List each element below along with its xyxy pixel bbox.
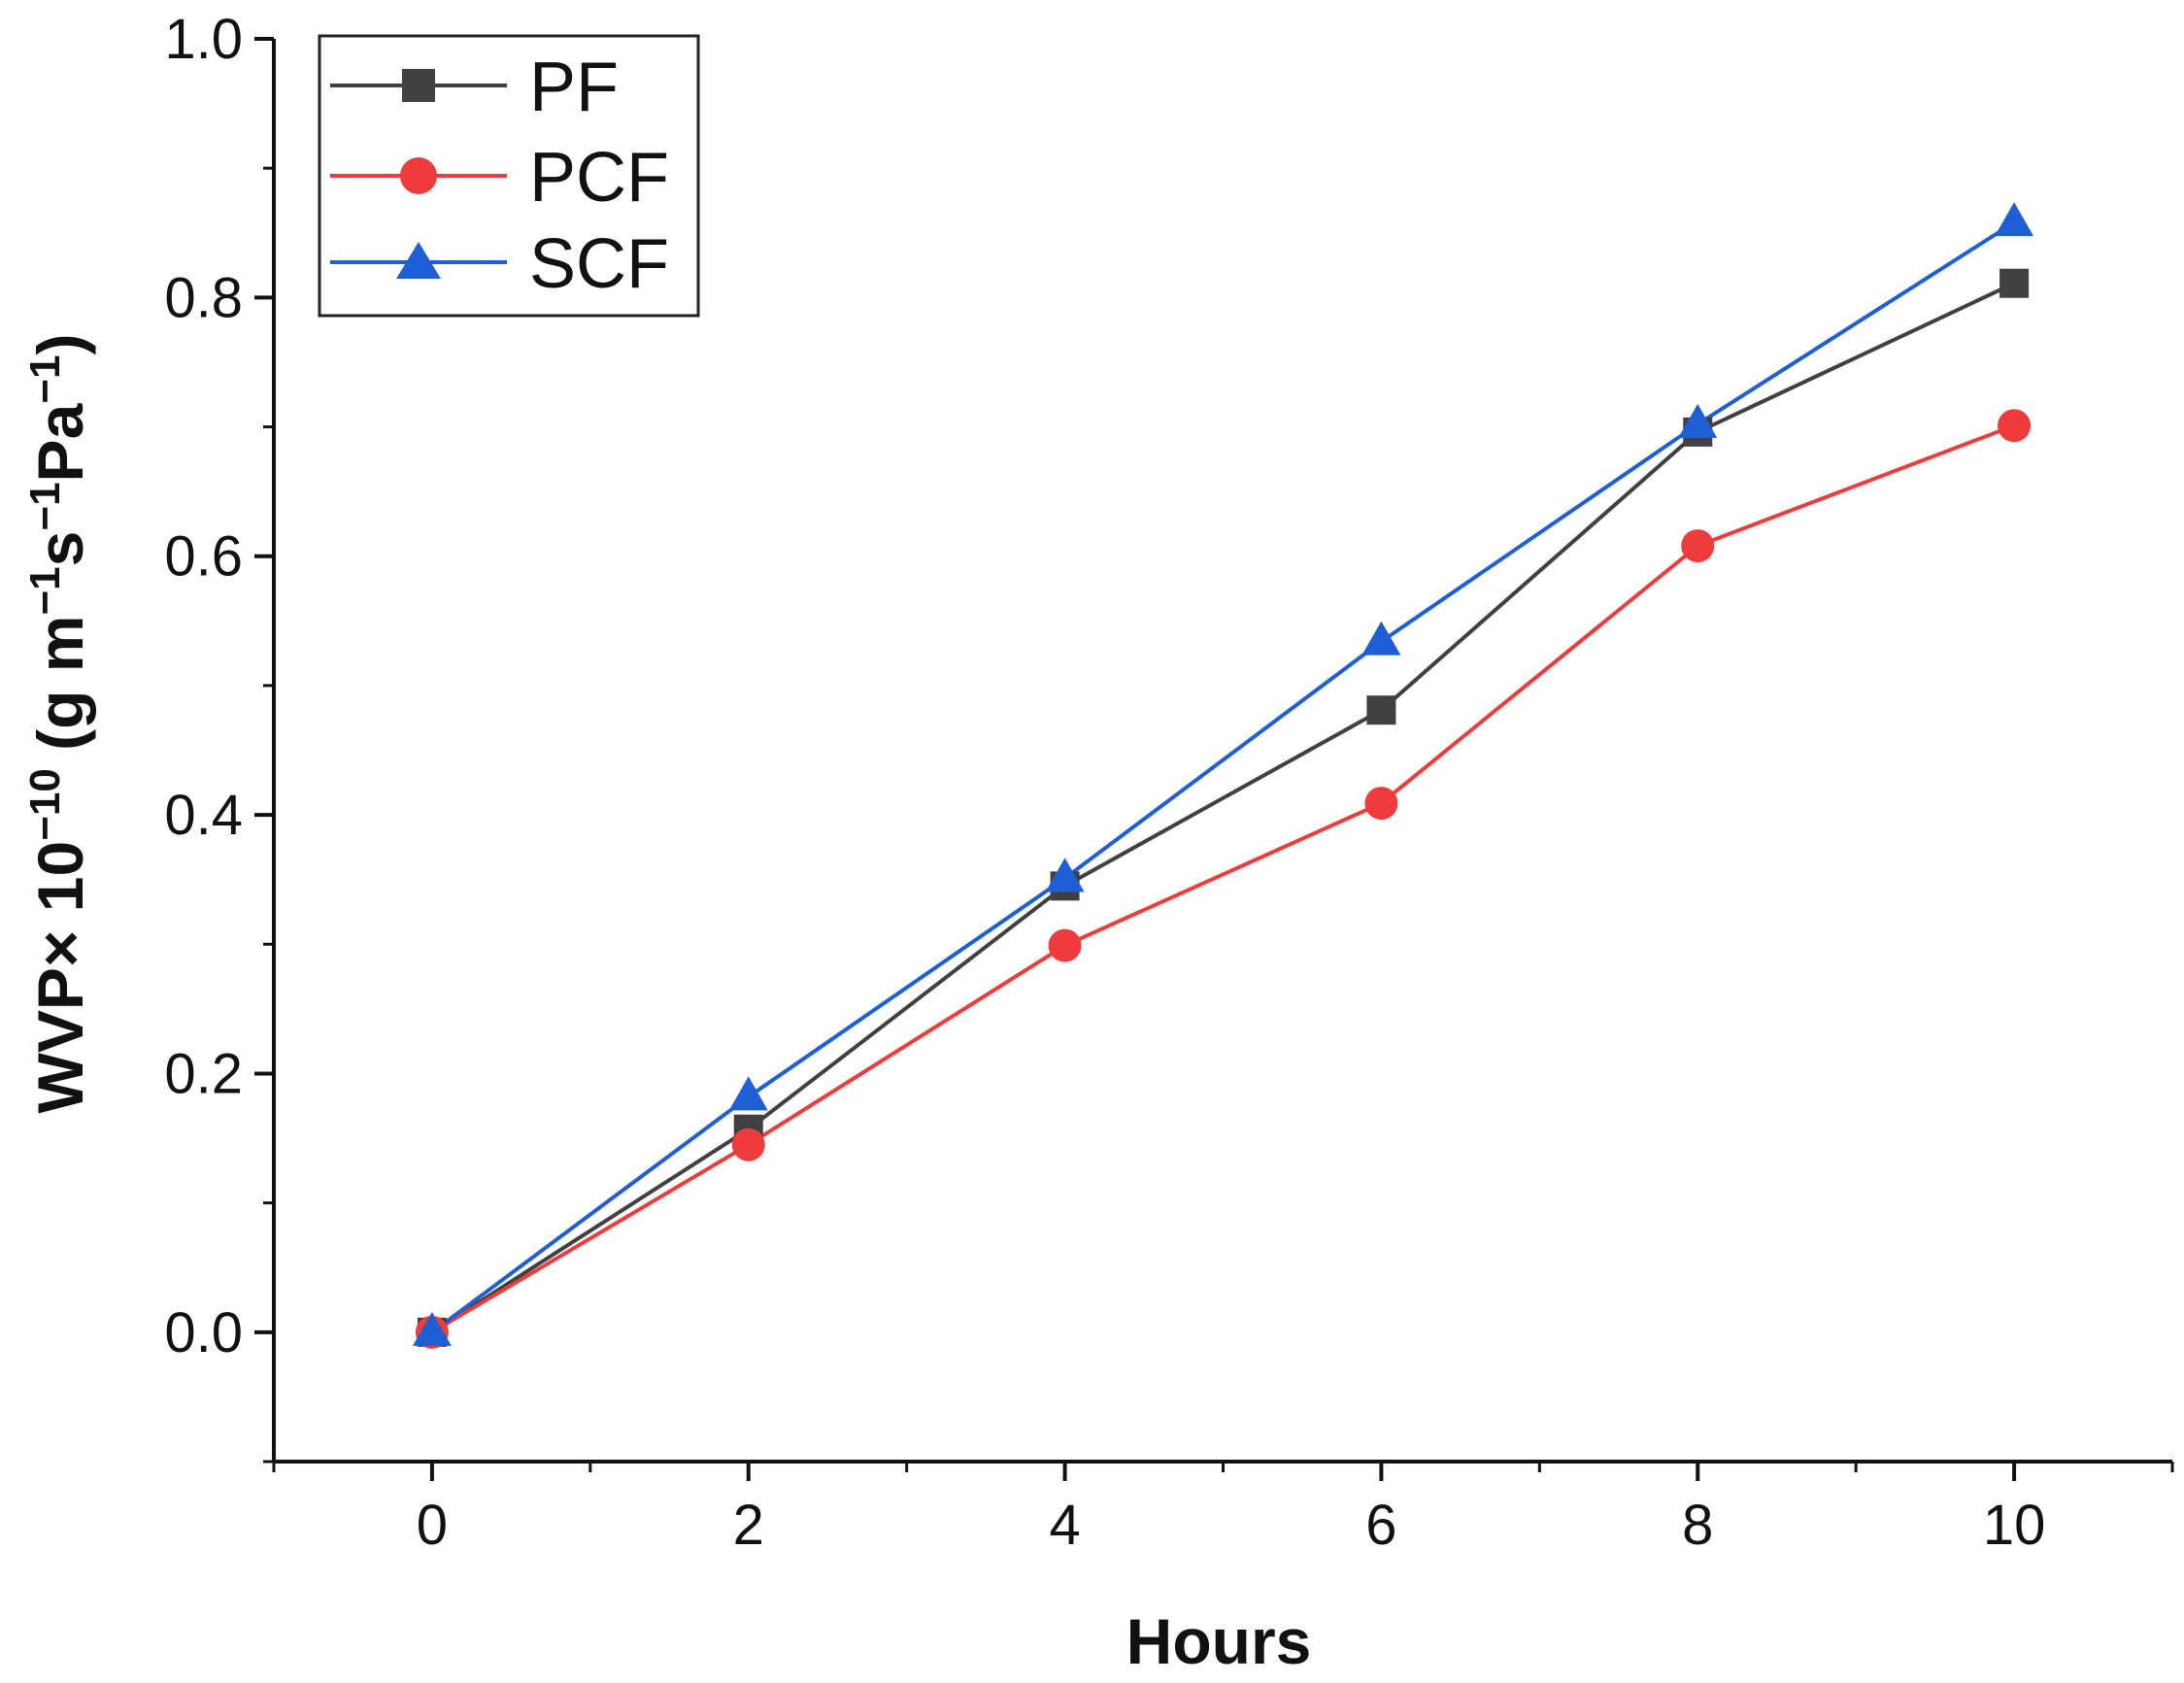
y-tick-label: 0.0 (164, 1301, 243, 1364)
legend-marker-scf (396, 242, 441, 279)
series-line-pcf (430, 423, 2015, 1334)
series-line-pf (430, 281, 2015, 1334)
data-point-pcf (1364, 787, 1398, 821)
data-point-scf (728, 1076, 768, 1111)
legend-label-pf: PF (529, 49, 619, 126)
series-lines (430, 220, 2016, 1334)
axes: 0.0 0.2 0.4 0.6 0.8 1.0 0 2 4 6 8 10 (164, 8, 2174, 1557)
legend-marker-pf (402, 69, 435, 102)
y-tick-label: 0.4 (164, 784, 243, 847)
data-point-scf (1995, 202, 2034, 237)
data-point-scf (1045, 858, 1085, 892)
data-point-pf (1366, 695, 1396, 725)
legend: PF PCF SCF (318, 34, 700, 318)
y-axis-title: WVP× 10−10 (g m−1s−1Pa−1) (21, 334, 96, 1114)
x-tick-label: 0 (417, 1494, 448, 1557)
series-markers (412, 202, 2034, 1349)
legend-box (318, 34, 700, 318)
data-point-pf (1999, 268, 2030, 298)
series-line-scf (430, 220, 2016, 1334)
data-point-scf (412, 1311, 452, 1346)
legend-label-pcf: PCF (529, 139, 669, 217)
y-tick-label: 0.2 (164, 1042, 243, 1105)
y-tick-label: 0.8 (164, 266, 243, 329)
legend-label-scf: SCF (529, 225, 669, 303)
y-tick-label: 0.6 (164, 525, 243, 589)
x-tick-label: 8 (1682, 1494, 1713, 1557)
x-axis-title: Hours (1126, 1605, 1312, 1677)
data-point-scf (1361, 621, 1401, 656)
data-point-pcf (1998, 409, 2032, 443)
data-point-pcf (731, 1128, 765, 1161)
x-tick-label: 10 (1983, 1494, 2046, 1557)
y-tick-label: 1.0 (164, 8, 243, 71)
data-point-pcf (1681, 529, 1715, 563)
x-tick-label: 4 (1049, 1494, 1080, 1557)
data-point-pcf (1048, 928, 1082, 962)
x-tick-label: 6 (1365, 1494, 1396, 1557)
legend-marker-pcf (400, 157, 437, 194)
x-tick-label: 2 (733, 1494, 764, 1557)
data-point-scf (1678, 403, 1718, 438)
